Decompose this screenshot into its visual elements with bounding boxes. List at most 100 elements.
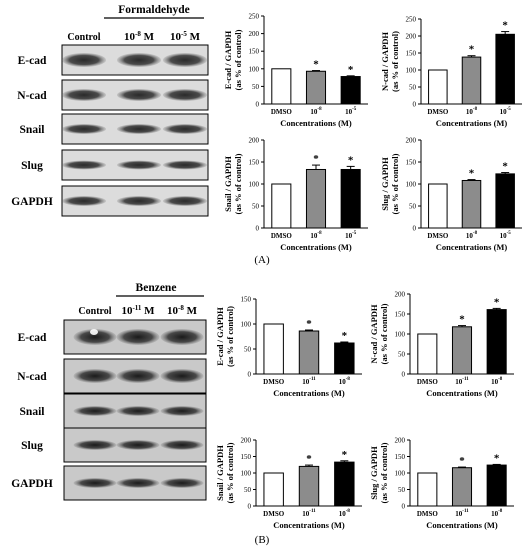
significance-asterisk: *: [459, 314, 465, 326]
treatment-label: Formaldehyde: [118, 4, 190, 16]
blot-label-gapdh: GAPDH: [11, 196, 53, 208]
x-tick-label: DMSO: [263, 378, 285, 386]
y-tick-label: 50: [244, 486, 252, 494]
x-tick-label: 10-8: [466, 107, 478, 116]
y-axis-label: (as % of control): [379, 303, 389, 364]
blot-band: [162, 160, 208, 170]
x-axis-label: Concentrations (M): [280, 118, 352, 128]
blot-band: [162, 53, 208, 67]
blot-band: [61, 53, 107, 67]
y-axis-label: (as % of control): [233, 29, 243, 90]
x-tick-label: 10-8: [310, 107, 322, 116]
x-axis-label: Concentrations (M): [436, 118, 508, 128]
y-tick-label: 200: [249, 30, 260, 38]
blot-band: [61, 196, 107, 206]
y-tick-label: 50: [398, 351, 406, 359]
significance-asterisk: *: [494, 452, 500, 464]
y-tick-label: 200: [406, 137, 417, 145]
y-axis-label: N-cad / GAPDH: [380, 32, 390, 91]
y-axis-label: Slug / GAPDH: [380, 157, 390, 211]
x-tick-label: 10-5: [345, 231, 357, 240]
blot-band: [116, 369, 160, 383]
x-axis-label: Concentrations (M): [280, 242, 352, 252]
y-tick-label: 50: [409, 203, 417, 211]
y-tick-label: 0: [402, 371, 406, 379]
bar: [263, 323, 284, 375]
lane-label: 10-11 M: [121, 304, 155, 317]
x-tick-label: 10-11: [455, 377, 469, 386]
y-tick-label: 50: [244, 346, 252, 354]
x-tick-label: 10-5: [500, 107, 512, 116]
x-axis-label: Concentrations (M): [436, 242, 508, 252]
blot-band: [162, 196, 208, 206]
blot-band: [116, 440, 160, 450]
bar-chart-A-slug: 0 50 100 150 200 Slug / GAPDH (as % of control…: [380, 137, 522, 252]
x-axis-label: Concentrations (M): [426, 520, 498, 530]
bar: [340, 168, 361, 229]
x-tick-label: DMSO: [271, 108, 293, 116]
y-axis-label: (as % of control): [225, 442, 235, 503]
blot-band: [160, 406, 204, 416]
blot-band: [116, 53, 162, 67]
y-tick-label: 0: [248, 371, 252, 379]
blot-label-n-cad: N-cad: [17, 90, 47, 102]
y-axis-label: Snail / GAPDH: [215, 445, 225, 501]
blot-label-e-cad: E-cad: [18, 55, 47, 67]
x-tick-label: DMSO: [271, 232, 293, 240]
y-axis-label: E-cad / GAPDH: [215, 307, 225, 366]
significance-asterisk: *: [502, 20, 508, 32]
x-tick-label: DMSO: [417, 378, 439, 386]
x-axis-label: Concentrations (M): [273, 388, 345, 398]
lane-label: 10-8 M: [167, 304, 198, 317]
y-tick-label: 0: [402, 503, 406, 511]
blot-band: [116, 406, 160, 416]
significance-asterisk: *: [342, 330, 348, 342]
y-tick-label: 200: [241, 437, 252, 445]
blot-panel-A: Formaldehyde Control 10-8 M 10-5 M E-cad N-ca…: [11, 4, 209, 217]
x-axis-label: Concentrations (M): [426, 388, 498, 398]
blot-label-n-cad: N-cad: [17, 371, 47, 383]
blot-band: [73, 329, 117, 345]
y-tick-label: 150: [249, 48, 260, 56]
lane-label: Control: [67, 32, 100, 43]
bar-chart-B-snail: 0 50 100 150 200 Snail / GAPDH (as % of contro…: [215, 437, 362, 530]
bar: [461, 179, 482, 229]
blot-artifact: [90, 329, 98, 335]
y-axis-label: Slug / GAPDH: [369, 446, 379, 500]
blot-band: [73, 440, 117, 450]
blot-band: [61, 124, 107, 134]
y-axis-label: (as % of control): [233, 153, 243, 214]
x-tick-label: 10-11: [302, 509, 316, 518]
y-tick-label: 100: [406, 67, 417, 75]
y-tick-label: 100: [241, 321, 252, 329]
bar: [305, 168, 327, 229]
y-axis-label: N-cad / GAPDH: [369, 304, 379, 363]
y-tick-label: 150: [249, 159, 260, 167]
bar: [305, 70, 327, 105]
blot-band: [73, 406, 117, 416]
blot-band: [116, 124, 162, 134]
significance-asterisk: *: [469, 44, 475, 56]
y-axis-label: E-cad / GAPDH: [223, 30, 233, 89]
blot-label-slug: Slug: [21, 440, 43, 452]
bar-chart-B-slug: 0 50 100 150 200 Slug / GAPDH (as % of control…: [369, 437, 514, 530]
y-tick-label: 150: [241, 296, 252, 304]
lane-label: 10-5 M: [170, 30, 201, 43]
y-tick-label: 0: [256, 225, 260, 233]
bar: [495, 33, 515, 105]
x-tick-label: DMSO: [417, 510, 439, 518]
bar: [417, 333, 438, 375]
bar: [486, 464, 507, 507]
x-tick-label: DMSO: [263, 510, 285, 518]
lane-label: 10-8 M: [124, 30, 155, 43]
bar-chart-A-snail: 0 50 100 150 200 Snail / GAPDH (as % of contro…: [223, 137, 368, 252]
blot-band: [160, 440, 204, 450]
y-tick-label: 50: [252, 83, 260, 91]
blot-band: [160, 478, 204, 488]
x-tick-label: DMSO: [427, 108, 449, 116]
significance-asterisk: *: [502, 161, 508, 173]
x-tick-label: 10-5: [500, 231, 512, 240]
blot-panel-B: Benzene Control 10-11 M 10-8 M E-cad N-cad Sna…: [11, 282, 207, 501]
blot-band: [160, 369, 204, 383]
x-tick-label: 10-8: [339, 377, 351, 386]
